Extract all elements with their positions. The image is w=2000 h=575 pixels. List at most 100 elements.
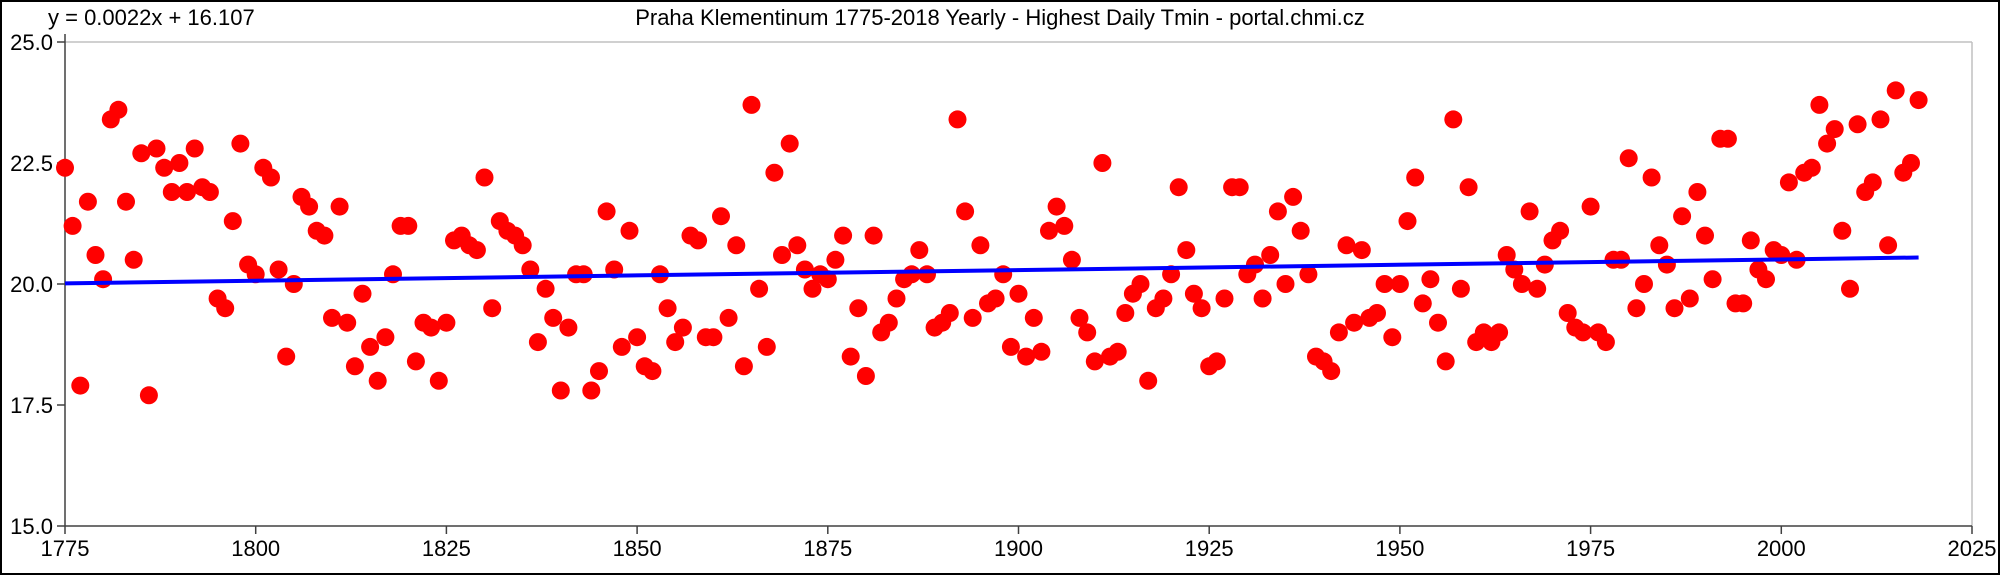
data-point xyxy=(513,236,532,255)
data-point xyxy=(956,202,975,221)
data-point xyxy=(437,313,456,332)
data-point xyxy=(1825,120,1844,139)
data-point xyxy=(1688,183,1707,201)
data-point xyxy=(1230,178,1249,197)
data-point xyxy=(1352,241,1371,260)
trend-line xyxy=(64,255,1919,286)
y-tick-label: 25.0 xyxy=(10,30,53,55)
data-point xyxy=(948,110,967,129)
data-point xyxy=(1345,313,1364,332)
data-point xyxy=(1192,299,1211,318)
data-point xyxy=(918,265,936,284)
data-point xyxy=(864,226,883,245)
data-point xyxy=(1528,279,1547,298)
data-point xyxy=(1421,270,1440,289)
data-point xyxy=(1902,154,1920,172)
data-point xyxy=(643,362,662,381)
data-point xyxy=(780,134,799,153)
data-point xyxy=(910,241,929,260)
data-point xyxy=(879,313,898,332)
data-point xyxy=(1215,289,1234,308)
data-point xyxy=(1322,362,1341,381)
data-point xyxy=(795,260,814,279)
data-point xyxy=(1436,352,1455,371)
data-point xyxy=(856,367,875,385)
data-point xyxy=(330,197,349,216)
data-point xyxy=(338,313,357,332)
data-point xyxy=(1040,221,1058,240)
data-point xyxy=(1558,304,1577,322)
data-point xyxy=(704,328,723,347)
data-point xyxy=(284,275,303,293)
data-point xyxy=(185,139,204,158)
x-tick-label: 1975 xyxy=(1566,536,1615,561)
data-point xyxy=(1833,221,1852,240)
data-point xyxy=(406,352,425,371)
data-point xyxy=(323,308,341,327)
x-tick-label: 1900 xyxy=(994,536,1043,561)
data-point xyxy=(628,328,647,347)
data-point xyxy=(1650,236,1669,255)
data-point xyxy=(124,250,143,269)
data-point xyxy=(528,333,547,352)
data-point xyxy=(147,139,166,158)
data-point xyxy=(1017,347,1036,366)
data-point xyxy=(1444,110,1463,129)
data-point xyxy=(1001,337,1020,356)
data-point xyxy=(1093,154,1112,172)
data-point xyxy=(1024,308,1043,327)
data-point xyxy=(971,236,990,255)
data-point xyxy=(734,357,753,376)
data-point xyxy=(1718,129,1737,148)
data-point xyxy=(834,226,853,245)
data-point xyxy=(620,221,639,240)
data-point xyxy=(1802,158,1821,177)
data-point xyxy=(1390,275,1409,293)
data-point xyxy=(1757,270,1775,289)
data-point xyxy=(231,134,250,153)
data-point xyxy=(673,318,692,337)
data-point xyxy=(56,158,74,177)
data-point xyxy=(536,279,555,298)
data-point xyxy=(1581,197,1600,216)
x-tick-label: 1800 xyxy=(231,536,280,561)
chart-title: Praha Klementinum 1775-2018 Yearly - Hig… xyxy=(635,5,1365,30)
data-point xyxy=(940,304,959,322)
data-point xyxy=(262,168,280,187)
data-point xyxy=(849,299,868,318)
data-point xyxy=(1139,371,1158,390)
data-point xyxy=(1413,294,1432,313)
trendline-equation-label: y = 0.0022x + 16.107 xyxy=(48,5,255,30)
data-point xyxy=(1398,212,1417,231)
data-point xyxy=(1512,275,1531,293)
x-tick-label: 1875 xyxy=(803,536,852,561)
data-point xyxy=(170,154,189,172)
data-point xyxy=(597,202,616,221)
data-point xyxy=(1383,328,1402,347)
data-point xyxy=(1520,202,1539,221)
data-point xyxy=(712,207,730,226)
data-point xyxy=(841,347,860,366)
data-point xyxy=(1657,255,1676,274)
data-point xyxy=(1078,323,1097,342)
data-point xyxy=(1055,216,1074,235)
data-point xyxy=(1551,221,1570,240)
data-point xyxy=(353,284,372,303)
data-point xyxy=(1276,275,1295,293)
data-point xyxy=(803,279,822,298)
data-point xyxy=(1619,149,1638,168)
data-point xyxy=(1299,265,1318,284)
data-point xyxy=(773,246,791,264)
data-point xyxy=(1879,236,1898,255)
data-point xyxy=(1574,323,1592,342)
data-point xyxy=(132,144,151,163)
data-point xyxy=(1009,284,1028,303)
data-point xyxy=(727,236,746,255)
data-point xyxy=(1116,304,1135,322)
data-point xyxy=(1635,275,1653,293)
data-point xyxy=(1169,178,1188,197)
data-point xyxy=(612,337,631,356)
data-point xyxy=(1497,246,1516,264)
